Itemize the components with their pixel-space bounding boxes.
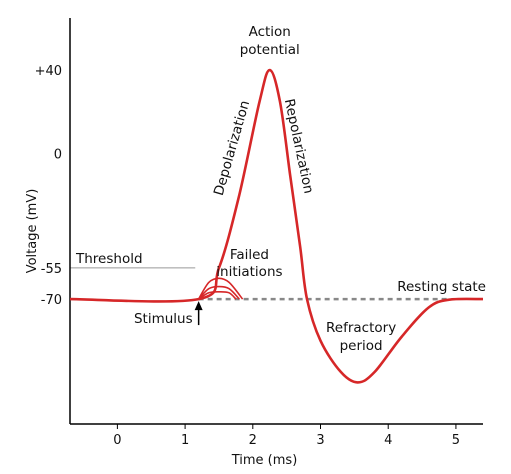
depolarization-label: Depolarization	[211, 99, 253, 198]
x-tick-label: 3	[316, 433, 324, 448]
resting-state-label: Resting state	[397, 279, 486, 295]
plot-marks	[69, 68, 484, 384]
threshold-label: Threshold	[75, 251, 143, 267]
refractory-period-label-line1: Refractory	[326, 320, 396, 336]
action-potential-label-line2: potential	[240, 42, 300, 58]
x-tick-label: 0	[113, 433, 121, 448]
y-ticks: +40 0 -55 -70	[35, 64, 62, 308]
y-tick-label: -55	[41, 262, 62, 277]
y-axis-label: Voltage (mV)	[25, 189, 40, 274]
annotations: Action potential Depolarization Repolari…	[75, 24, 486, 354]
x-tick-label: 1	[181, 433, 189, 448]
failed-initiation-curve	[198, 285, 240, 300]
y-tick-label: 0	[54, 147, 62, 162]
stimulus-arrow-icon	[194, 301, 203, 311]
refractory-period-label-line2: period	[340, 338, 383, 354]
axes	[69, 18, 483, 425]
y-tick-label: -70	[41, 293, 62, 308]
failed-initiations-label-line2: initiations	[216, 264, 282, 280]
x-tick-label: 4	[384, 433, 392, 448]
action-potential-curve	[69, 68, 484, 384]
failed-initiations-label-line1: Failed	[230, 247, 269, 263]
y-tick-label: +40	[35, 64, 62, 79]
x-tick-label: 2	[249, 433, 257, 448]
failed-initiation-curve	[198, 290, 237, 300]
x-tick-label: 5	[452, 433, 460, 448]
action-potential-label-line1: Action	[249, 24, 291, 40]
x-axis-label: Time (ms)	[231, 453, 298, 468]
failed-initiation-curve	[197, 277, 244, 300]
stimulus-label: Stimulus	[134, 311, 193, 327]
x-ticks: 0 1 2 3 4 5	[113, 424, 460, 448]
